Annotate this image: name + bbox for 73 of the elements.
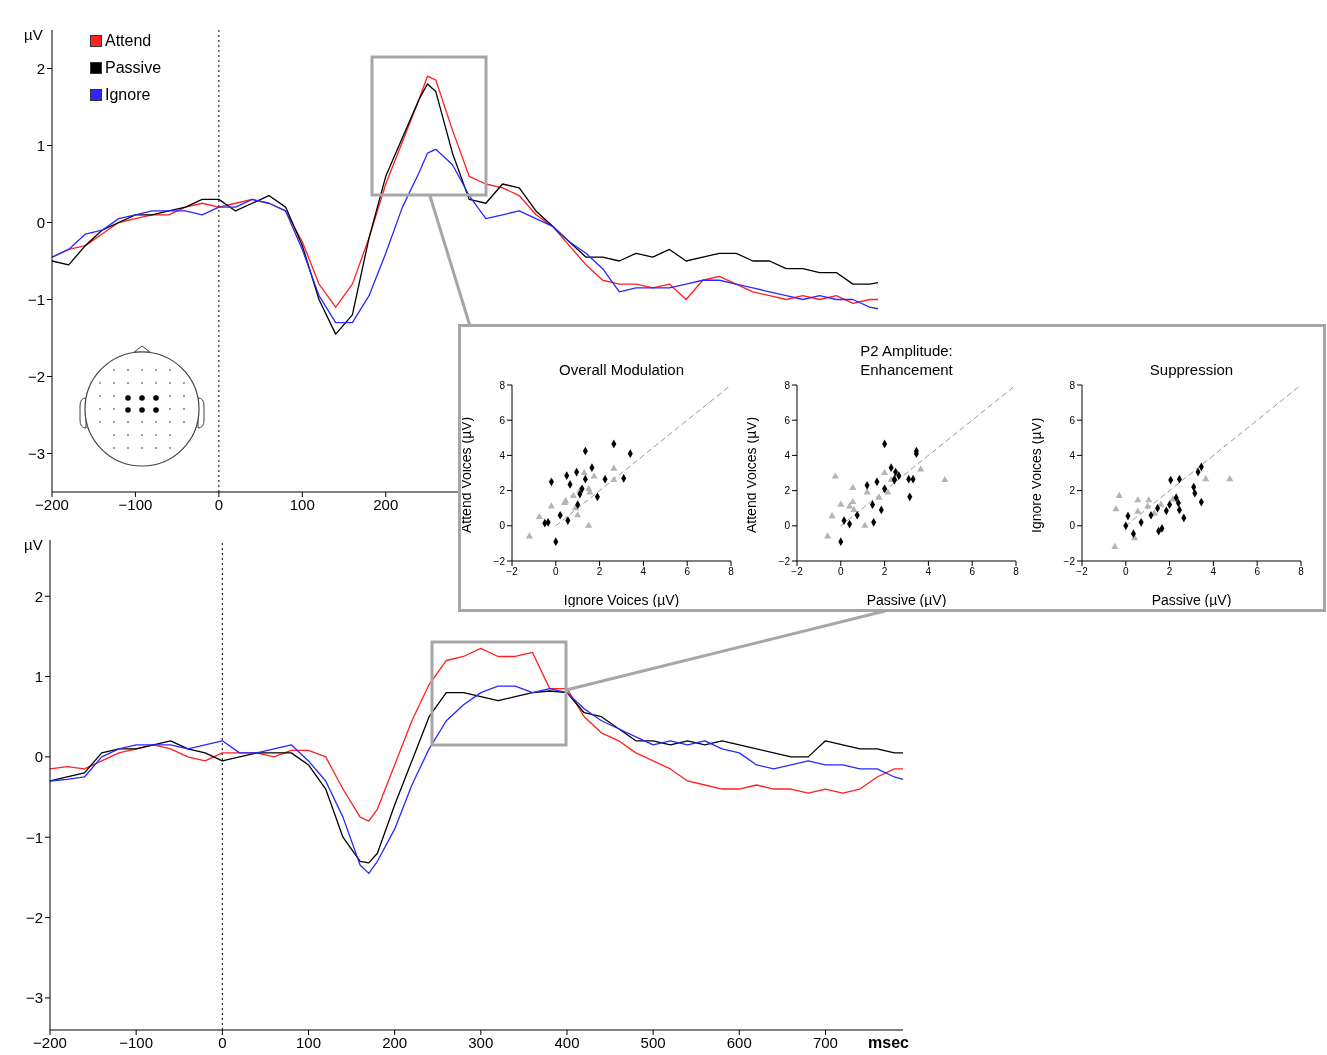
x-axis-title: Passive (µV) xyxy=(1151,592,1232,608)
x-tick-label: 4 xyxy=(640,566,647,578)
y-tick-label: 6 xyxy=(784,414,791,426)
y-tick-label: 8 xyxy=(1069,379,1076,391)
y-tick-label: 2 xyxy=(34,587,43,605)
x-tick-label: 8 xyxy=(1298,566,1305,578)
chart-title: Suppression xyxy=(1148,361,1235,378)
y-tick-label: −2 xyxy=(493,555,506,567)
x-tick-label: 2 xyxy=(881,566,888,578)
y-tick-label: −1 xyxy=(27,290,45,308)
y-tick-label: −2 xyxy=(25,908,43,926)
x-tick-label: 700 xyxy=(812,1033,838,1051)
y-tick-label: 4 xyxy=(1069,449,1076,461)
y-tick-label: 0 xyxy=(784,520,791,532)
x-tick-label: 300 xyxy=(468,1033,494,1051)
x-tick-label: 0 xyxy=(218,1033,227,1051)
y-tick-label: 2 xyxy=(1069,485,1076,497)
y-tick-label: 1 xyxy=(36,136,45,154)
x-tick-label: 400 xyxy=(554,1033,580,1051)
x-tick-label: 200 xyxy=(373,495,399,513)
y-axis-title: µV xyxy=(24,536,43,553)
x-tick-label: 2 xyxy=(596,566,603,578)
x-tick-label: 6 xyxy=(684,566,691,578)
x-tick-label: 4 xyxy=(1210,566,1217,578)
x-tick-label: −100 xyxy=(118,495,153,513)
y-tick-label: 4 xyxy=(784,449,791,461)
x-tick-label: −200 xyxy=(35,495,69,513)
y-tick-label: −1 xyxy=(25,828,43,846)
legend-label: Ignore xyxy=(105,85,151,105)
y-tick-label: 4 xyxy=(499,449,506,461)
x-tick-label: 6 xyxy=(1254,566,1261,578)
x-axis-title: msec xyxy=(868,1034,909,1052)
x-tick-label: 8 xyxy=(728,566,735,578)
x-tick-label: 2 xyxy=(1166,566,1173,578)
x-tick-label: −200 xyxy=(33,1033,67,1051)
x-tick-label: 100 xyxy=(295,1033,321,1051)
y-tick-label: 0 xyxy=(34,748,43,766)
x-tick-label: 6 xyxy=(969,566,976,578)
x-tick-label: 500 xyxy=(640,1033,666,1051)
chart-title: P2 Amplitude: xyxy=(859,342,954,359)
x-tick-label: 4 xyxy=(925,566,932,578)
y-tick-label: 8 xyxy=(499,379,506,391)
y-tick-label: −3 xyxy=(25,989,43,1007)
y-tick-label: 6 xyxy=(499,414,506,426)
x-tick-label: 0 xyxy=(553,566,560,578)
x-tick-label: 200 xyxy=(382,1033,408,1051)
x-tick-label: 0 xyxy=(214,495,224,513)
y-tick-label: 2 xyxy=(499,485,506,497)
legend-label: Passive xyxy=(105,58,162,78)
legend-label: Attend xyxy=(105,31,152,51)
y-tick-label: −2 xyxy=(1063,555,1076,567)
y-tick-label: 2 xyxy=(36,59,45,77)
x-tick-label: 0 xyxy=(838,566,845,578)
y-tick-label: −2 xyxy=(778,555,791,567)
x-tick-label: 0 xyxy=(1123,566,1130,578)
y-tick-label: 8 xyxy=(784,379,791,391)
chart-subtitle: Enhancement xyxy=(859,361,954,378)
y-tick-label: 0 xyxy=(1069,520,1076,532)
y-tick-label: −2 xyxy=(27,367,45,385)
y-tick-label: 1 xyxy=(34,667,43,685)
y-tick-label: 6 xyxy=(1069,414,1076,426)
x-axis-title: Ignore Voices (µV) xyxy=(563,592,680,608)
x-axis-title: Passive (µV) xyxy=(866,592,947,608)
chart-title: Overall Modulation xyxy=(557,361,686,378)
y-tick-label: −3 xyxy=(27,444,45,462)
x-tick-label: −100 xyxy=(119,1033,154,1051)
y-axis-title: µV xyxy=(24,26,43,43)
x-tick-label: 600 xyxy=(726,1033,752,1051)
y-tick-label: 2 xyxy=(784,485,791,497)
y-tick-label: 0 xyxy=(499,520,506,532)
x-tick-label: 100 xyxy=(289,495,315,513)
y-tick-label: 0 xyxy=(36,213,45,231)
x-tick-label: 8 xyxy=(1013,566,1020,578)
